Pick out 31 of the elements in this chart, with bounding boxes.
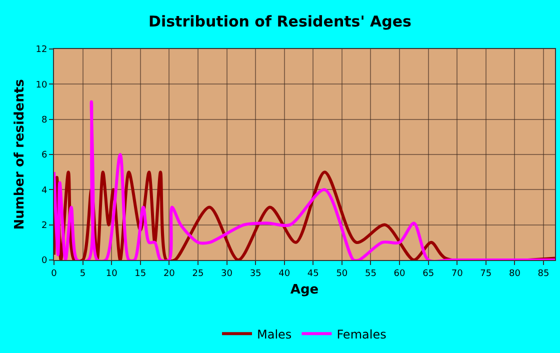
- x-tick-label: 45: [307, 268, 319, 279]
- y-tick-label: 10: [36, 80, 48, 90]
- chart-title: Distribution of Residents' Ages: [148, 12, 412, 30]
- legend-label: Males: [257, 327, 292, 342]
- y-tick-label: 12: [36, 45, 48, 56]
- x-tick-label: 5: [80, 268, 86, 279]
- y-tick-label: 8: [41, 115, 48, 126]
- x-tick-label: 20: [163, 268, 176, 279]
- y-tick-label: 6: [41, 150, 48, 161]
- x-tick-label: 0: [51, 268, 58, 279]
- x-tick-label: 80: [508, 268, 521, 279]
- x-tick-label: 10: [106, 268, 118, 279]
- x-tick-label: 85: [538, 268, 550, 279]
- x-tick-label: 55: [364, 268, 376, 279]
- y-tick-label: 4: [41, 186, 48, 196]
- x-tick-label: 65: [422, 268, 434, 279]
- x-axis-title: Age: [290, 282, 319, 298]
- x-tick-label: 25: [192, 268, 204, 279]
- x-tick-label: 75: [480, 268, 492, 279]
- x-tick-label: 40: [278, 268, 290, 279]
- x-tick-label: 30: [221, 268, 233, 279]
- x-tick-label: 60: [394, 268, 406, 279]
- x-tick-label: 70: [451, 268, 464, 279]
- legend-label: Females: [336, 327, 386, 342]
- x-tick-label: 15: [134, 268, 146, 279]
- y-tick-label: 2: [41, 220, 48, 231]
- x-tick-label: 50: [336, 268, 348, 279]
- line-series: [54, 100, 555, 260]
- y-tick-label: 0: [41, 256, 48, 266]
- x-tick-label: 35: [250, 268, 262, 279]
- y-axis-title: Number of residents: [12, 78, 28, 230]
